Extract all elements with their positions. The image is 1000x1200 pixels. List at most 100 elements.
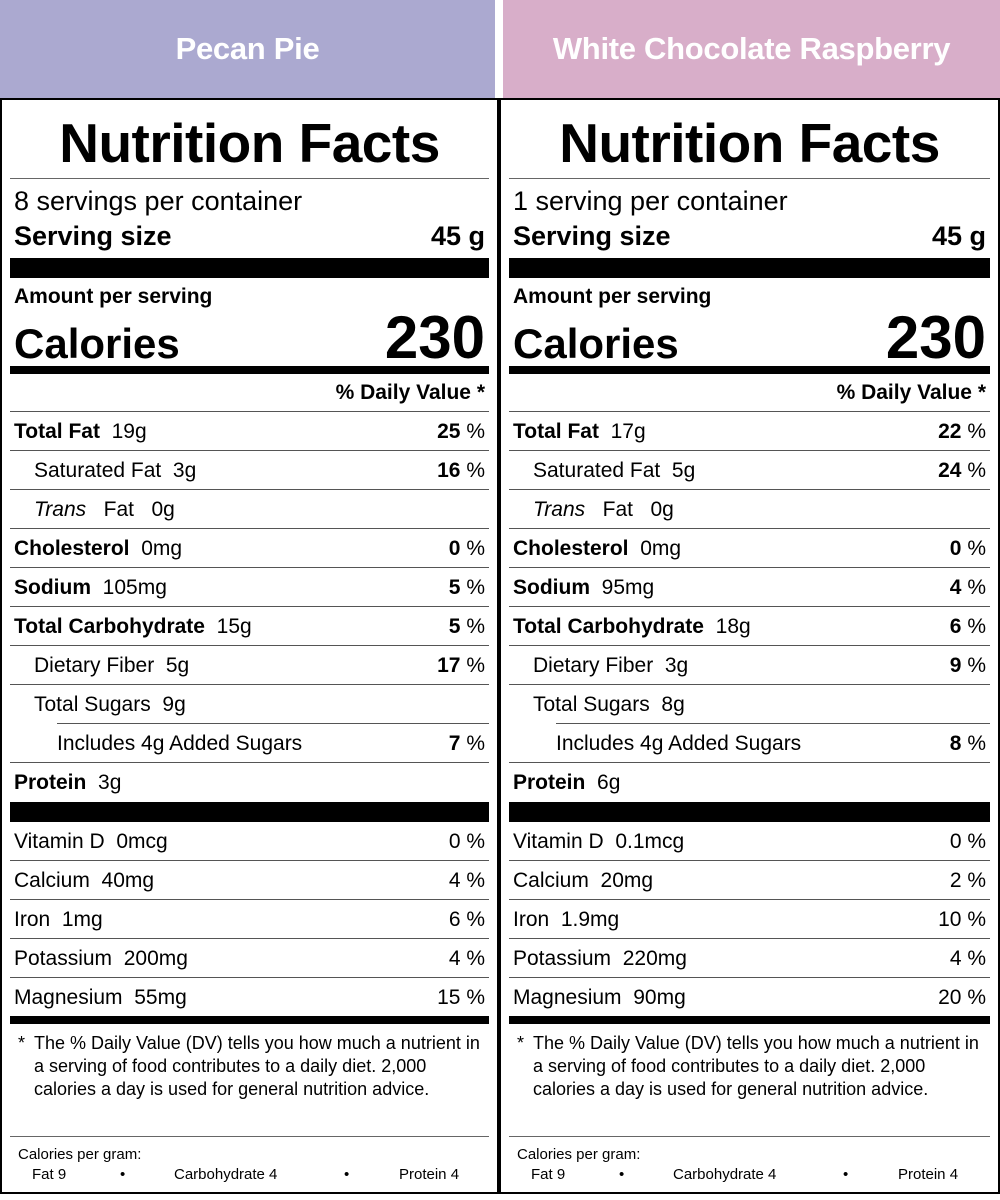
medium-divider xyxy=(10,1016,489,1024)
serving-size-label: Serving size xyxy=(14,221,172,251)
nutrient-row-trans-fat: Trans Fat 0g xyxy=(10,490,489,529)
serving-size-row: Serving size 45 g xyxy=(513,220,986,252)
nutrient-dv: 0 xyxy=(448,537,461,560)
calories-label: Calories xyxy=(14,320,180,367)
medium-divider xyxy=(509,1016,990,1024)
medium-divider xyxy=(10,366,489,374)
header-label: Pecan Pie xyxy=(175,31,320,66)
footnote-star: * xyxy=(18,1033,26,1053)
thick-divider xyxy=(509,258,990,278)
nutrient-row-added-sugars: Includes 4g Added Sugars 8 % xyxy=(509,724,990,763)
dv-unit: % xyxy=(466,576,485,599)
vitamin-name: Magnesium xyxy=(14,986,123,1009)
nutrient-amount: 105mg xyxy=(102,576,167,599)
nutrient-name: Saturated Fat xyxy=(533,459,661,482)
vitamin-amount: 0mcg xyxy=(116,830,168,853)
dv-unit: % xyxy=(967,732,986,755)
nutrient-row-cholesterol: Cholesterol 0mg 0 % xyxy=(10,529,489,568)
vitamin-name: Iron xyxy=(513,908,550,931)
calories-per-gram-row: Fat 9 • Carbohydrate 4 • Protein 4 xyxy=(509,1166,990,1184)
nutrient-name: Includes 4g Added Sugars xyxy=(556,732,802,755)
nutrient-dv: 16 xyxy=(437,459,461,482)
vitamin-dv: 10 % xyxy=(938,908,986,931)
nutrient-amount: 6g xyxy=(597,771,621,794)
nutrient-row-trans-fat: Trans Fat 0g xyxy=(509,490,990,529)
vitamin-name: Magnesium xyxy=(513,986,622,1009)
nutrient-dv: 9 xyxy=(949,654,962,677)
vitamin-dv: 0 % xyxy=(949,830,986,853)
daily-value-header: % Daily Value * xyxy=(836,381,986,404)
nutrient-amount: 9g xyxy=(162,693,186,716)
nutrient-name-suffix: Fat xyxy=(602,498,633,521)
nutrient-row-dietary-fiber: Dietary Fiber 5g 17 % xyxy=(10,646,489,685)
nutrient-row-saturated-fat: Saturated Fat 5g 24 % xyxy=(509,451,990,490)
nutrient-name: Cholesterol xyxy=(14,537,130,560)
thick-divider xyxy=(10,802,489,822)
calories-row: Calories 230 xyxy=(513,308,986,368)
vitamin-name: Potassium xyxy=(513,947,612,970)
nutrient-name: Sodium xyxy=(14,576,91,599)
calories-per-gram-label: Calories per gram: xyxy=(517,1146,641,1163)
calories-per-gram-row: Fat 9 • Carbohydrate 4 • Protein 4 xyxy=(10,1166,489,1184)
nutrient-name: Total Carbohydrate xyxy=(513,615,704,638)
bullet-separator: • xyxy=(619,1166,625,1183)
divider xyxy=(10,1136,489,1137)
nutrient-amount: 17g xyxy=(610,420,646,443)
vitamin-row-calcium: Calcium 20mg 2 % xyxy=(509,861,990,900)
medium-divider xyxy=(509,366,990,374)
footnote-text: The % Daily Value (DV) tells you how muc… xyxy=(533,1033,979,1099)
calories-value: 230 xyxy=(885,304,986,371)
vitamin-row-magnesium: Magnesium 90mg 20 % xyxy=(509,978,990,1017)
amount-per-serving: Amount per serving xyxy=(513,285,712,308)
calories-per-gram-label: Calories per gram: xyxy=(18,1146,142,1163)
dv-unit: % xyxy=(466,654,485,677)
nutrient-row-total-sugars: Total Sugars 9g xyxy=(10,685,489,724)
vitamin-amount: 0.1mcg xyxy=(615,830,685,853)
vitamin-row-iron: Iron 1.9mg 10 % xyxy=(509,900,990,939)
nutrient-dv: 5 xyxy=(448,576,461,599)
daily-value-header: % Daily Value * xyxy=(335,381,485,404)
protein-per-gram: Protein 4 xyxy=(399,1166,460,1183)
nutrient-name: Trans xyxy=(34,498,87,521)
nutrient-name: Dietary Fiber xyxy=(533,654,654,677)
nutrient-row-protein: Protein 3g xyxy=(10,763,489,802)
footnote-star: * xyxy=(517,1033,525,1053)
header-label: White Chocolate Raspberry xyxy=(552,31,951,66)
divider xyxy=(10,411,489,412)
vitamin-amount: 90mg xyxy=(633,986,686,1009)
nutrient-row-total-fat: Total Fat 17g 22 % xyxy=(509,412,990,451)
vitamin-row-vitamin-d: Vitamin D 0mcg 0 % xyxy=(10,822,489,861)
vitamin-name: Calcium xyxy=(14,869,90,892)
vitamin-amount: 40mg xyxy=(101,869,155,892)
nutrient-row-total-sugars: Total Sugars 8g xyxy=(509,685,990,724)
dv-unit: % xyxy=(466,537,485,560)
carb-per-gram: Carbohydrate 4 xyxy=(673,1166,777,1183)
nutrient-dv: 25 xyxy=(437,420,461,443)
vitamin-dv: 4 % xyxy=(448,869,485,892)
thick-divider xyxy=(509,802,990,822)
nutrient-name: Protein xyxy=(513,771,586,794)
vitamin-amount: 55mg xyxy=(134,986,187,1009)
nutrient-row-sodium: Sodium 95mg 4 % xyxy=(509,568,990,607)
nutrient-row-cholesterol: Cholesterol 0mg 0 % xyxy=(509,529,990,568)
daily-value-footnote: * The % Daily Value (DV) tells you how m… xyxy=(513,1032,986,1101)
serving-size-value: 45 g xyxy=(931,221,986,251)
nutrient-dv: 4 xyxy=(949,576,962,599)
vitamin-amount: 20mg xyxy=(600,869,654,892)
nutrition-label-pecan-pie: Nutrition Facts 8 servings per container… xyxy=(0,98,499,1194)
calories-label: Calories xyxy=(513,320,679,367)
nutrient-amount: 19g xyxy=(111,420,147,443)
amount-per-serving: Amount per serving xyxy=(14,285,213,308)
nutrient-name: Includes 4g Added Sugars xyxy=(57,732,303,755)
nutrient-amount: 95mg xyxy=(601,576,655,599)
protein-per-gram: Protein 4 xyxy=(898,1166,959,1183)
nutrient-row-total-fat: Total Fat 19g 25 % xyxy=(10,412,489,451)
nutrition-label-white-chocolate-raspberry: Nutrition Facts 1 serving per container … xyxy=(499,98,1000,1194)
nutrient-amount: 0g xyxy=(151,498,175,521)
vitamin-amount: 200mg xyxy=(123,947,188,970)
dv-unit: % xyxy=(466,420,485,443)
nutrient-dv: 22 xyxy=(938,420,962,443)
vitamin-name: Iron xyxy=(14,908,51,931)
nutrient-row-total-carbohydrate: Total Carbohydrate 15g 5 % xyxy=(10,607,489,646)
divider xyxy=(10,178,489,179)
